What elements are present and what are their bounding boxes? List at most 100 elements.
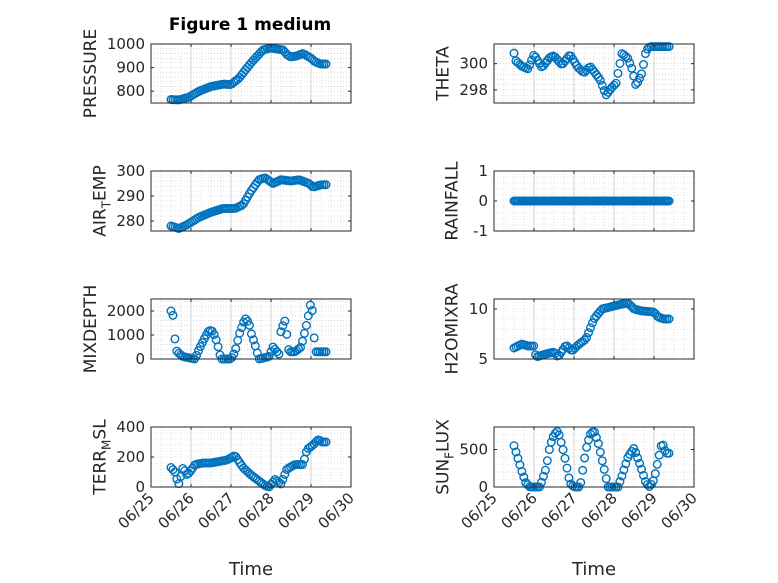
data-point — [307, 306, 317, 316]
y-tick-label: 0 — [478, 192, 488, 210]
plot-area — [151, 44, 351, 103]
y-tick-label: 10 — [469, 300, 488, 318]
data-point — [309, 333, 319, 343]
data-point — [599, 464, 609, 474]
data-point — [248, 335, 258, 345]
y-tick-label: 1000 — [107, 326, 145, 344]
data-point — [166, 306, 176, 316]
data-point — [529, 341, 539, 351]
axes-box — [150, 170, 352, 232]
data-point — [601, 474, 611, 484]
data-point — [209, 330, 219, 340]
data-point — [640, 49, 650, 59]
data-point — [229, 349, 239, 359]
data-point — [584, 328, 594, 338]
data-point — [658, 440, 668, 450]
data-point — [193, 346, 203, 356]
data-point — [650, 469, 660, 479]
data-point — [635, 458, 645, 468]
y-tick-label: 900 — [116, 59, 145, 77]
y-tick-label: 300 — [116, 162, 145, 180]
data-point — [615, 477, 625, 487]
data-point — [609, 80, 619, 90]
data-point — [593, 439, 603, 449]
data-point — [538, 471, 548, 481]
subplot-theta: 298 300 THETA — [433, 42, 695, 104]
axes-box — [493, 298, 695, 360]
data-point — [278, 474, 288, 484]
data-point — [519, 472, 529, 482]
y-tick-label: 5 — [478, 350, 488, 368]
data-point — [280, 470, 290, 480]
y-tick-label: 0 — [478, 478, 488, 496]
y-tick-label: 290 — [116, 187, 145, 205]
axes-box — [493, 426, 695, 488]
data-point — [635, 73, 645, 83]
data-point — [321, 347, 331, 357]
data-point — [315, 436, 325, 446]
figure-title: Figure 1 medium — [169, 15, 331, 35]
data-point — [246, 329, 256, 339]
data-point — [611, 78, 621, 88]
data-point — [586, 323, 596, 333]
data-point — [274, 349, 284, 359]
y-tick-label: 2000 — [107, 302, 145, 320]
y-axis-label: TERRMSL — [90, 419, 113, 496]
data-point — [627, 63, 637, 73]
data-point — [621, 52, 631, 62]
data-point — [576, 478, 586, 488]
data-point — [633, 77, 643, 87]
data-point — [301, 320, 311, 330]
data-point — [652, 459, 662, 469]
y-tick-label: 0 — [135, 478, 145, 496]
data-point — [613, 68, 623, 78]
data-point — [282, 329, 292, 339]
y-tick-label: 400 — [116, 418, 145, 436]
data-point — [625, 58, 635, 68]
data-point — [235, 328, 245, 338]
data-point — [168, 310, 178, 320]
data-point — [244, 320, 254, 330]
y-tick-label: 1000 — [107, 35, 145, 53]
x-axis-label-right: Time — [571, 559, 616, 580]
data-point — [294, 344, 304, 354]
data-point — [536, 477, 546, 487]
data-point — [580, 453, 590, 463]
y-tick-label: 1 — [478, 162, 488, 180]
axes-box — [150, 298, 352, 360]
data-point — [525, 60, 535, 70]
data-point — [595, 447, 605, 457]
y-axis-label: SUNFLUX — [433, 419, 456, 495]
data-point — [584, 435, 594, 445]
data-point — [231, 344, 241, 354]
data-point — [511, 447, 521, 457]
data-point — [578, 465, 588, 475]
axes-box — [150, 43, 352, 104]
data-point — [633, 453, 643, 463]
data-point — [241, 314, 251, 324]
y-axis-label: RAINFALL — [443, 161, 463, 241]
data-point — [562, 463, 572, 473]
data-point — [664, 448, 674, 458]
subplot-h2omixra: 5 10 H2OMIXRA — [443, 283, 695, 375]
x-axis-label-left: Time — [228, 559, 273, 580]
data-point — [597, 80, 607, 90]
data-point — [297, 460, 307, 470]
data-point — [638, 470, 648, 480]
y-axis-label: PRESSURE — [81, 29, 101, 118]
data-point — [558, 445, 568, 455]
data-point — [321, 59, 331, 69]
y-tick-label: -1 — [473, 222, 488, 240]
data-point — [623, 53, 633, 63]
data-point — [295, 342, 305, 352]
data-point — [597, 456, 607, 466]
data-point — [564, 473, 574, 483]
data-point — [638, 60, 648, 70]
data-point — [617, 471, 627, 481]
data-point — [637, 464, 647, 474]
data-point — [631, 79, 641, 89]
y-tick-label: 500 — [459, 441, 488, 459]
data-point — [546, 437, 556, 447]
